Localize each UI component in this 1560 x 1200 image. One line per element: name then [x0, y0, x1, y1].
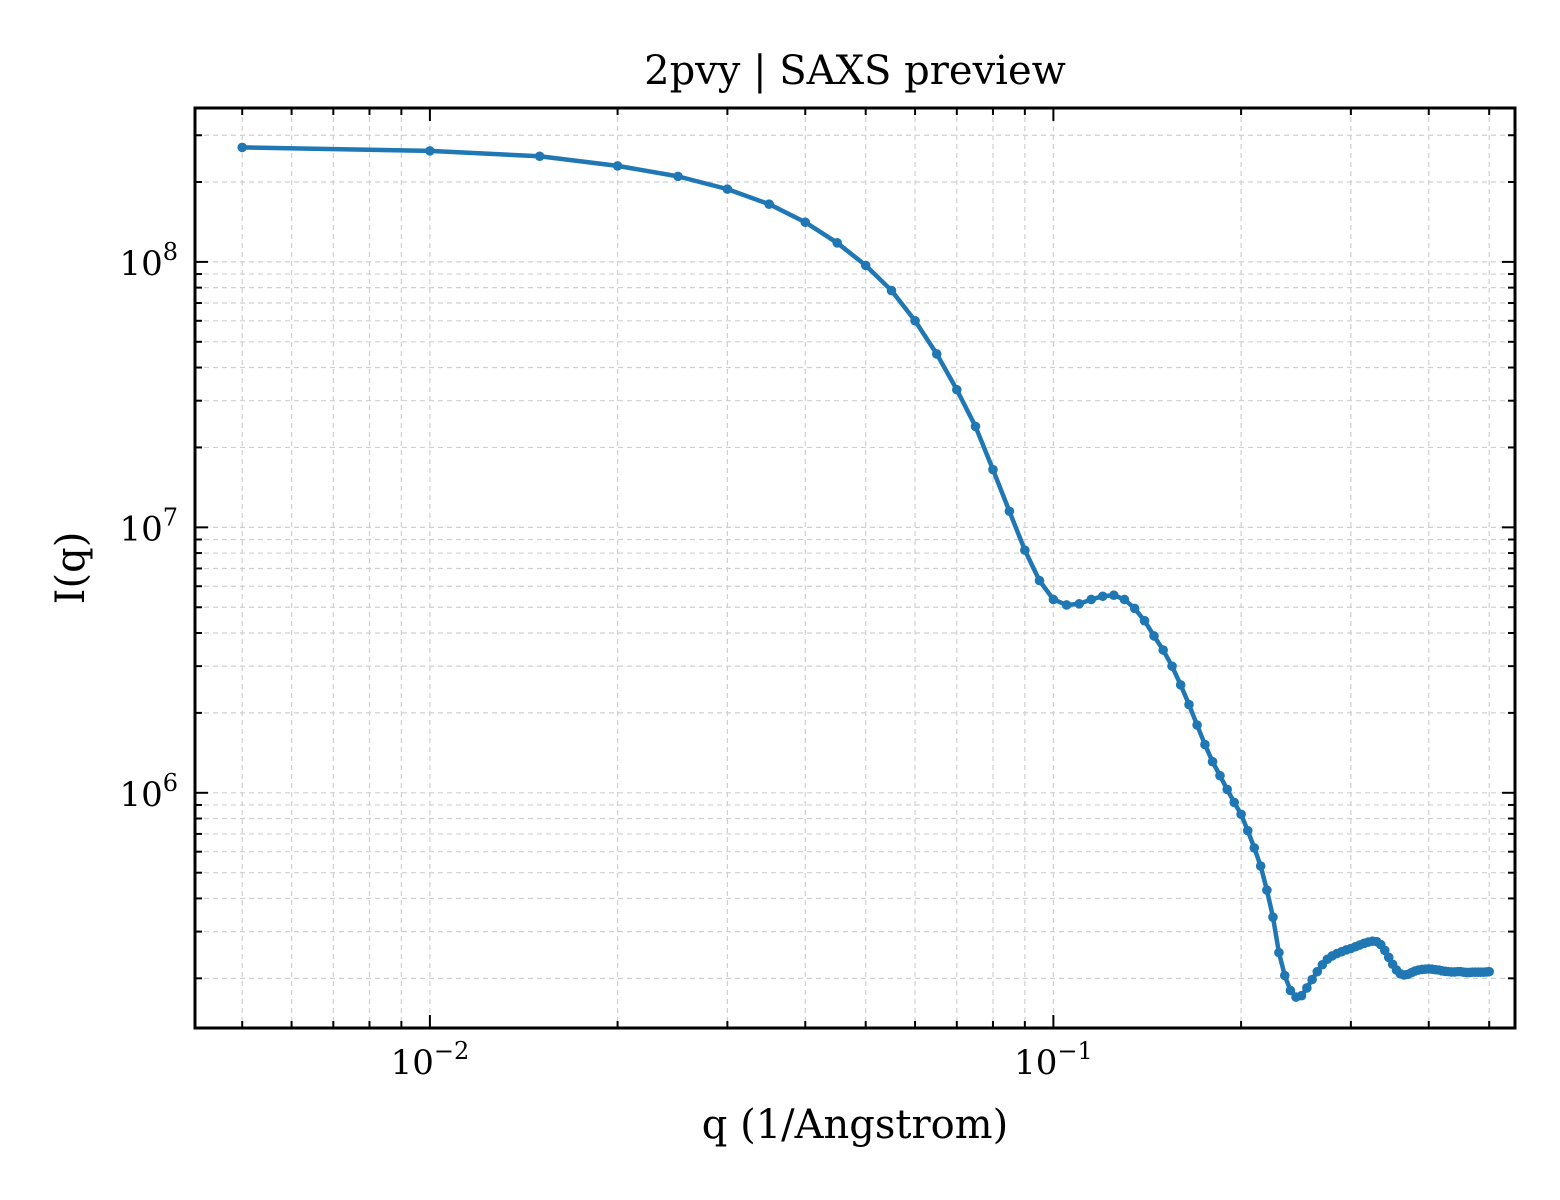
- data-point: [1379, 945, 1390, 956]
- y-tick-label-exponent: 7: [163, 503, 178, 531]
- data-point: [1048, 594, 1059, 605]
- data-point: [1242, 825, 1253, 836]
- data-point: [534, 151, 545, 162]
- data-point: [1119, 594, 1130, 605]
- data-point: [1192, 720, 1202, 730]
- y-tick-label-base: 10: [119, 775, 162, 815]
- data-point: [1249, 843, 1260, 853]
- data-point: [1200, 739, 1210, 750]
- data-point: [832, 238, 842, 248]
- data-point: [1097, 591, 1108, 602]
- data-point: [722, 184, 733, 194]
- data-point: [1109, 590, 1119, 601]
- data-point: [1215, 770, 1225, 781]
- y-tick-label: 107: [119, 503, 178, 549]
- data-point: [1034, 575, 1045, 586]
- data-point: [800, 217, 811, 228]
- data-point: [1004, 506, 1015, 517]
- series-layer: [237, 142, 1494, 1002]
- y-tick-label: 108: [119, 238, 178, 284]
- x-tick-label-exponent: −2: [434, 1037, 469, 1065]
- data-point: [1175, 680, 1186, 690]
- data-point: [1484, 966, 1494, 977]
- x-tick-label-base: 10: [1014, 1043, 1057, 1083]
- data-point: [1222, 784, 1232, 795]
- y-tick-label-exponent: 6: [163, 769, 178, 797]
- x-axis-label: q (1/Angstrom): [702, 1102, 1008, 1148]
- data-point: [1139, 615, 1150, 626]
- data-point: [1307, 974, 1317, 985]
- grid-layer: [195, 108, 1515, 1028]
- data-point: [1255, 861, 1266, 871]
- data-point: [1262, 885, 1272, 895]
- data-point: [1086, 594, 1097, 605]
- data-point: [886, 285, 897, 296]
- y-axis-label: I(q): [48, 532, 94, 605]
- x-tick-label-base: 10: [391, 1043, 434, 1083]
- data-point: [910, 315, 920, 326]
- data-point: [1312, 966, 1323, 977]
- data-point: [1279, 970, 1290, 981]
- data-point: [1207, 756, 1218, 767]
- data-point: [860, 260, 871, 271]
- y-tick-label-base: 10: [119, 509, 162, 549]
- data-point: [1184, 699, 1194, 710]
- x-tick-label-exponent: −1: [1057, 1037, 1092, 1065]
- data-point: [237, 142, 248, 153]
- y-tick-label-exponent: 8: [163, 238, 178, 266]
- x-tick-label: 10−1: [1014, 1037, 1093, 1083]
- data-point: [1129, 603, 1140, 614]
- data-point: [970, 421, 981, 432]
- data-point: [1302, 983, 1312, 993]
- data-point: [1296, 990, 1307, 1001]
- data-point: [612, 161, 623, 171]
- data-point: [1074, 599, 1084, 609]
- y-tick-label-base: 10: [119, 244, 162, 284]
- data-point: [1236, 809, 1246, 820]
- y-tick-label: 106: [119, 769, 178, 815]
- axes-frame: [193, 106, 1517, 1030]
- data-point: [988, 464, 998, 475]
- chart-title: 2pvy | SAXS preview: [644, 48, 1066, 94]
- data-point: [764, 199, 774, 209]
- data-point: [1167, 661, 1177, 671]
- data-point: [1149, 631, 1159, 641]
- data-point: [1061, 600, 1072, 610]
- data-point: [1268, 912, 1278, 922]
- data-point: [952, 384, 962, 395]
- x-tick-label: 10−2: [391, 1037, 470, 1083]
- data-point: [1158, 645, 1168, 655]
- data-point: [425, 146, 435, 156]
- data-point: [1274, 947, 1284, 958]
- data-point: [673, 171, 683, 182]
- data-point: [1229, 797, 1240, 808]
- data-point: [931, 349, 942, 359]
- data-point: [1285, 985, 1296, 996]
- data-point: [1020, 545, 1030, 556]
